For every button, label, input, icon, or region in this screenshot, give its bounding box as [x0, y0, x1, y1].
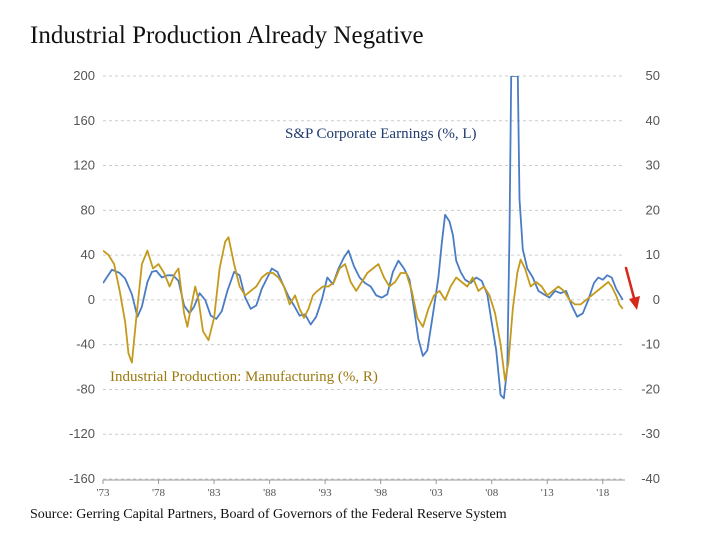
y-left-tick-label: 40 — [81, 247, 95, 262]
y-right-tick-label: 50 — [646, 68, 660, 83]
x-tick-label: '88 — [263, 487, 276, 499]
x-tick-label: '13 — [541, 487, 554, 499]
y-right-tick-label: 40 — [646, 113, 660, 128]
series-label-industrial-production: Industrial Production: Manufacturing (%,… — [110, 369, 378, 385]
y-left-tick-label: 200 — [73, 68, 95, 83]
y-right-tick-label: -20 — [641, 381, 660, 396]
y-left-tick-label: -160 — [69, 471, 95, 486]
x-tick-label: '08 — [485, 487, 498, 499]
x-tick-label: '93 — [319, 487, 332, 499]
y-right-tick-label: 20 — [646, 202, 660, 217]
y-left-tick-label: 120 — [73, 158, 95, 173]
x-tick-label: '73 — [97, 487, 110, 499]
series-line-industrial-production — [103, 236, 624, 382]
y-left-tick-label: 160 — [73, 113, 95, 128]
x-tick-label: '98 — [374, 487, 387, 499]
y-right-tick-label: -30 — [641, 426, 660, 441]
source-note: Source: Gerring Capital Partners, Board … — [30, 507, 507, 522]
x-tick-label: '03 — [430, 487, 443, 499]
y-right-tick-label: 0 — [653, 292, 660, 307]
x-tick-label: '83 — [208, 487, 221, 499]
y-left-tick-label: -80 — [76, 381, 95, 396]
x-tick-label: '78 — [152, 487, 165, 499]
y-left-tick-label: 80 — [81, 202, 95, 217]
y-right-tick-label: 10 — [646, 247, 660, 262]
down-arrow-icon — [624, 266, 636, 300]
series-line-sp-earnings — [103, 76, 624, 400]
y-left-tick-label: 0 — [88, 292, 95, 307]
y-left-tick-label: -40 — [76, 337, 95, 352]
chart-title: Industrial Production Already Negative — [30, 22, 424, 49]
y-left-tick-label: -120 — [69, 426, 95, 441]
y-right-tick-label: -10 — [641, 337, 660, 352]
down-arrow-head-icon — [629, 296, 640, 310]
x-tick-label: '18 — [596, 487, 609, 499]
series-label-sp-earnings: S&P Corporate Earnings (%, L) — [285, 126, 477, 142]
y-right-tick-label: 30 — [646, 158, 660, 173]
y-right-tick-label: -40 — [641, 471, 660, 486]
